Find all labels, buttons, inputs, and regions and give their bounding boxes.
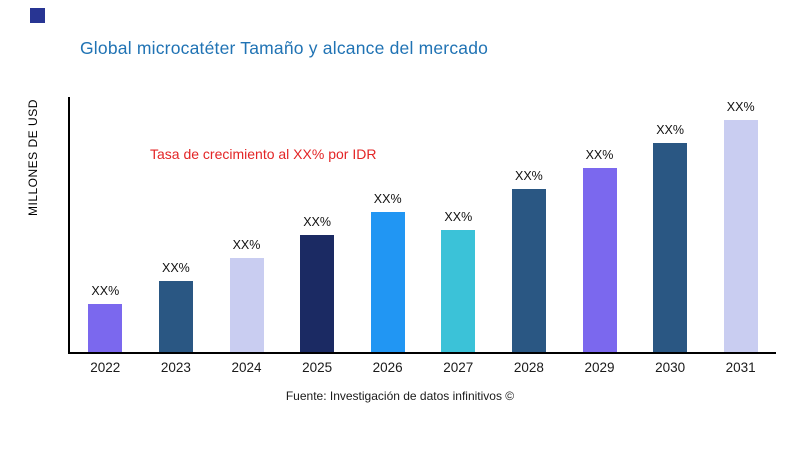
- bar-2027: [441, 230, 476, 352]
- x-tick-label-2025: 2025: [302, 360, 333, 375]
- bar-value-label-2031: XX%: [726, 100, 755, 114]
- bar-value-label-2024: XX%: [232, 238, 261, 252]
- x-tick-label-2023: 2023: [160, 360, 191, 375]
- bar-2030: [653, 143, 688, 352]
- bar-value-label-2030: XX%: [656, 123, 684, 137]
- logo-square: [30, 8, 45, 23]
- source-caption: Fuente: Investigación de datos infinitiv…: [285, 389, 515, 403]
- bar-2031: [723, 120, 758, 352]
- bar-2024: [229, 258, 264, 352]
- bar-value-label-2025: XX%: [303, 215, 331, 229]
- bar-2022: [88, 304, 123, 352]
- bar-2029: [582, 168, 617, 352]
- bar-value-label-2026: XX%: [373, 192, 402, 206]
- bar-2023: [158, 281, 193, 352]
- bar-2028: [511, 189, 546, 352]
- x-tick-label-2022: 2022: [90, 360, 121, 375]
- growth-rate-annotation: Tasa de crecimiento al XX% por IDR: [150, 146, 377, 162]
- x-tick-label-2024: 2024: [231, 360, 262, 375]
- bar-value-label-2029: XX%: [585, 148, 614, 162]
- bar-value-label-2027: XX%: [444, 210, 473, 224]
- x-tick-label-2028: 2028: [513, 360, 544, 375]
- bar-2026: [370, 212, 405, 352]
- x-tick-label-2027: 2027: [443, 360, 474, 375]
- plot-area: XX% 2022 XX% 2023 XX% 2024 XX% 2025 XX% 2026 XX% 20…: [68, 97, 776, 375]
- bar-value-label-2023: XX%: [161, 261, 190, 275]
- x-tick-label-2029: 2029: [584, 360, 615, 375]
- x-tick-label-2026: 2026: [372, 360, 403, 375]
- x-tick-label-2030: 2030: [655, 360, 686, 375]
- x-tick-label-2031: 2031: [725, 360, 756, 375]
- bar-value-label-2028: XX%: [514, 169, 543, 183]
- y-axis-label: MILLONES DE USD: [26, 99, 40, 216]
- bar-value-label-2022: XX%: [91, 284, 120, 298]
- bar-2025: [300, 235, 335, 352]
- chart-title: Global microcatéter Tamaño y alcance del…: [80, 38, 489, 58]
